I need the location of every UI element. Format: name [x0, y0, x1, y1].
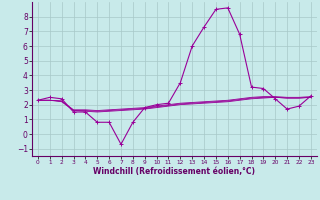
X-axis label: Windchill (Refroidissement éolien,°C): Windchill (Refroidissement éolien,°C): [93, 167, 255, 176]
